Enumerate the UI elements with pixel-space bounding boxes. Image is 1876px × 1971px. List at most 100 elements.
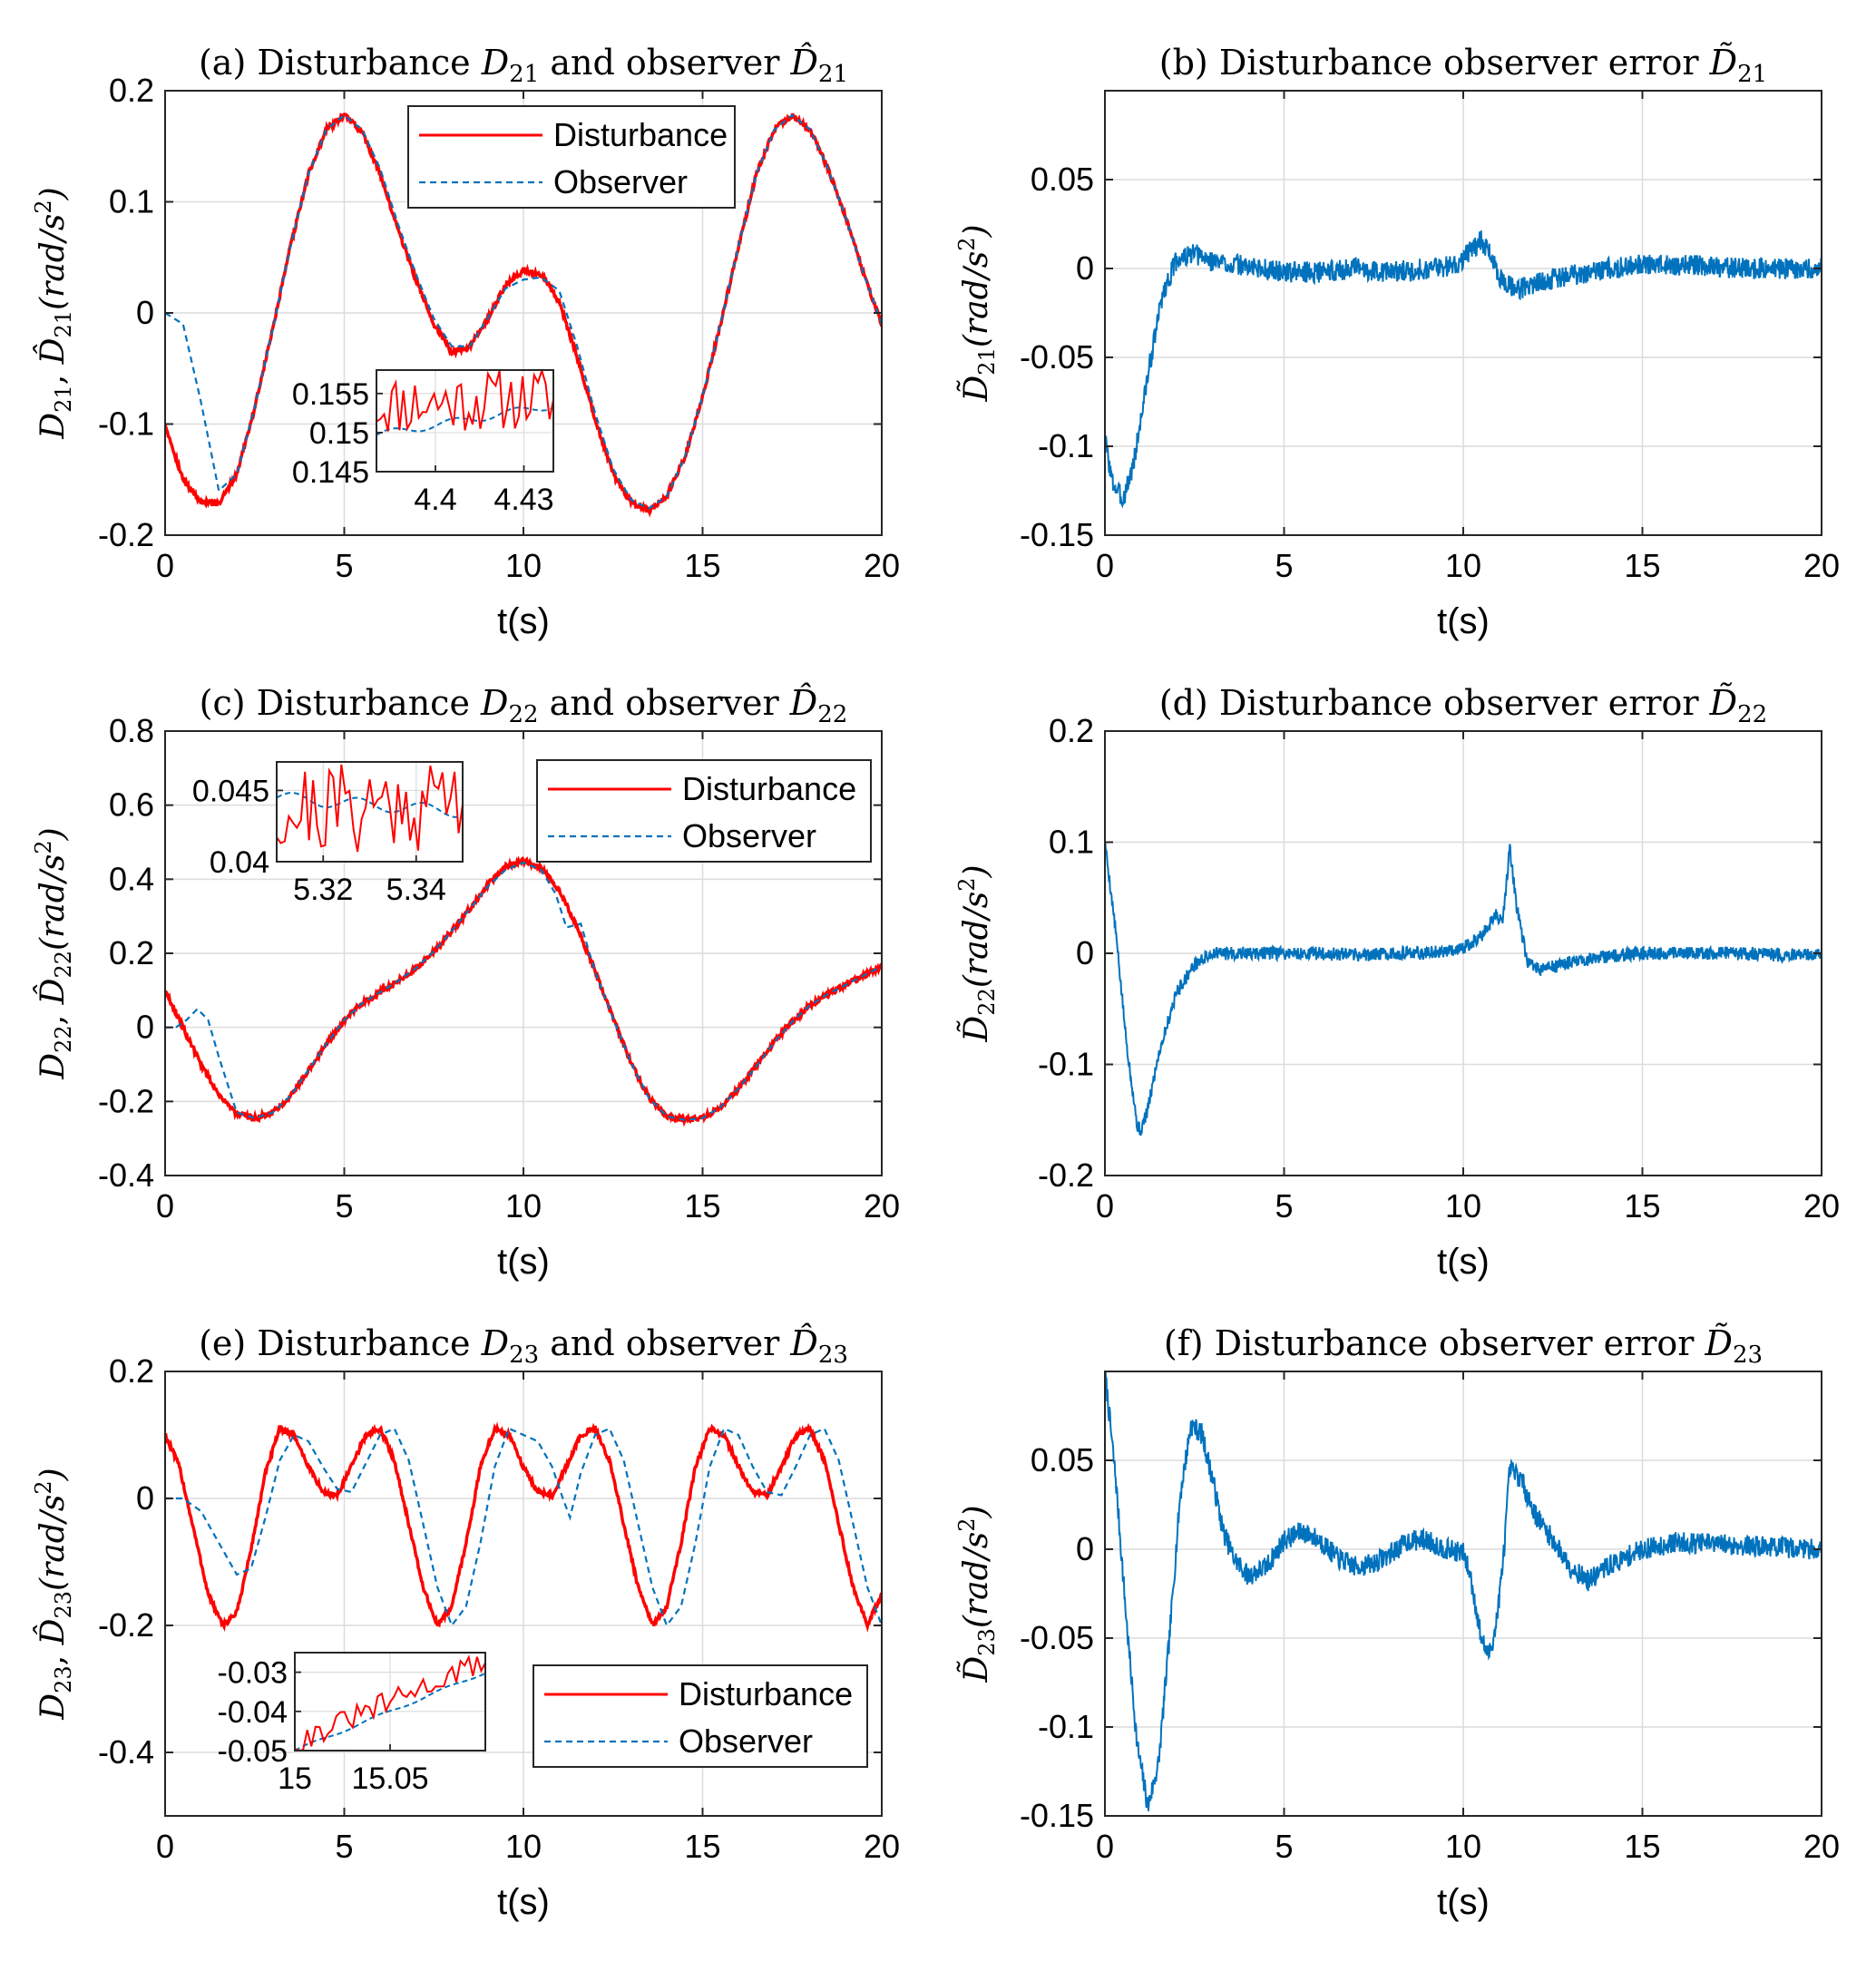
y-tick-label: 0.2 [109,934,154,971]
x-tick-label: 15 [684,1828,720,1865]
inset-observer-line [277,792,463,818]
x-tick-label: 15 [684,1187,720,1225]
y-tick-label: 0 [136,1479,154,1517]
x-axis-label: t(s) [1437,1242,1490,1282]
legend-box [533,1664,868,1768]
title-subscript: 21 [509,61,539,88]
y-axis-label: D21, D̂21(rad/s2) [31,187,76,439]
inset-box [376,369,554,473]
inset-y-tick-label: -0.05 [218,1734,288,1769]
ylabel-unit: (rad/s [958,892,995,988]
x-tick-label: 20 [864,547,900,584]
x-tick-label: 0 [1096,1828,1114,1865]
ylabel-subscript: 21 [51,310,76,338]
y-tick-label: -0.05 [1020,1619,1094,1656]
x-tick-label: 0 [156,1187,174,1225]
ylabel-unit: (rad/s [34,854,72,951]
ylabel-unit: (rad/s [958,251,995,347]
chart-panel-a: 0 5 10 15 20 -0.2 -0.1 0 0.1 0.2 (a) Disturbance D… [31,43,900,641]
ylabel-symbol: D [34,1693,72,1721]
legend-observer-label: Observer [553,163,688,200]
y-axis-label: D22, D̂22(rad/s2) [31,827,76,1079]
chart-panel-c: 0 5 10 15 20 -0.4 -0.2 0 0.2 0.4 0.6 0.8 (c) Disturb… [31,683,900,1282]
series-group [1105,230,1822,509]
chart-panel-e: 0 5 10 15 20 -0.4 -0.2 0 0.2 (e) Disturbance D23 … [31,1323,900,1922]
title-text: and observer [539,683,790,723]
x-tick-label: 0 [156,547,174,584]
ylabel-comma: , [34,1004,72,1025]
x-tick-label: 20 [864,1828,900,1865]
chart-title: (a) Disturbance D21 and observer D̂21 [199,43,848,88]
ylabel-subscript: 22 [51,951,76,979]
title-symbol: D̃ [1709,43,1737,83]
observer-series-line [165,861,882,1121]
y-tick-label: -0.2 [98,516,154,553]
chart-title: (d) Disturbance observer error D̃22 [1159,683,1767,728]
y-tick-label: -0.1 [1038,1708,1094,1745]
legend-observer-label: Observer [682,817,816,854]
x-tick-label: 10 [1445,1187,1481,1225]
chart-panel-b: 0 5 10 15 20 -0.15 -0.1 -0.05 0 0.05 (b) Disturban… [954,43,1840,641]
ylabel-unit-close: ) [958,864,995,878]
title-symbol: D̃ [1709,683,1737,723]
ylabel-unit-close: ) [34,1468,72,1481]
x-tick-label: 15 [1624,547,1660,584]
inset-zoom: 5.32 5.34 0.04 0.045 [192,761,464,907]
y-tick-label: -0.1 [1038,427,1094,464]
y-tick-label: -0.1 [1038,1046,1094,1083]
inset-y-tick-label: 0.04 [210,845,269,880]
inset-observer-line [295,1672,485,1751]
x-tick-label: 5 [335,547,353,584]
ylabel-unit-close: ) [958,1505,995,1518]
title-text: and observer [539,1323,790,1363]
y-axis-label: D̃22(rad/s2) [954,864,1000,1042]
ylabel-exponent: 2 [954,1517,980,1531]
y-tick-label: 0 [1076,249,1094,287]
title-symbol: D [480,683,508,723]
title-text: and observer [539,43,790,83]
y-tick-label: 0.2 [1049,712,1094,749]
x-axis-label: t(s) [1437,601,1490,641]
y-axis-label: D̃23(rad/s2) [954,1505,1000,1683]
inset-x-tick-label: 4.43 [493,483,553,517]
inset-observer-line [376,406,553,436]
inset-x-tick-label: 15 [278,1761,312,1796]
inset-y-tick-label: -0.04 [218,1695,288,1730]
title-text: (e) Disturbance [199,1323,482,1363]
series-group [165,112,882,518]
legend-disturbance-label: Disturbance [682,770,856,807]
ylabel-subscript: 23 [51,1665,76,1693]
ylabel-exponent: 2 [954,237,980,250]
y-tick-label: -0.15 [1020,516,1094,553]
inset-y-tick-label: 0.045 [192,774,269,808]
title-symbol: D [481,1323,509,1363]
x-tick-label: 20 [1803,1828,1840,1865]
inset-y-tick-label: 0.145 [292,455,369,490]
title-text: (c) Disturbance [200,683,481,723]
ylabel-subscript: 21 [974,347,1000,376]
legend-box [536,759,872,863]
y-tick-label: -0.1 [98,405,154,443]
y-tick-label: 0 [1076,934,1094,971]
x-tick-label: 10 [1445,1828,1481,1865]
inset-x-tick-label: 5.34 [386,873,446,907]
inset-series [376,370,553,436]
y-tick-label: 0 [136,1009,154,1046]
y-tick-label: -0.2 [98,1082,154,1119]
y-tick-label: 0.2 [109,1352,154,1390]
y-tick-label: -0.15 [1020,1797,1094,1834]
x-tick-label: 5 [1275,1187,1293,1225]
inset-disturbance-line [295,1654,485,1751]
ylabel-exponent: 2 [31,200,56,213]
inset-series [277,764,463,853]
ylabel-symbol: D [34,413,72,440]
ylabel-comma: , [34,1644,72,1665]
title-subscript: 23 [1733,1342,1763,1369]
ylabel-symbol: D̂ [33,1618,72,1645]
y-tick-label: 0.1 [109,183,154,220]
title-symbol: D [481,43,509,83]
y-tick-label: -0.2 [1038,1156,1094,1194]
y-tick-label: -0.4 [98,1733,154,1771]
title-text: (d) Disturbance observer error [1159,683,1710,723]
